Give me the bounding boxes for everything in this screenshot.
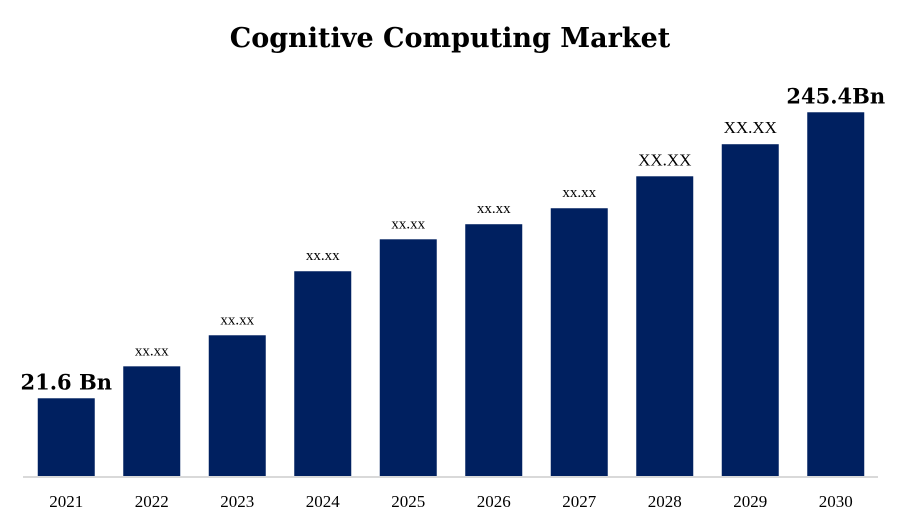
- x-tick-label: 2022: [135, 492, 169, 511]
- bar-2021: [37, 398, 95, 477]
- data-label: 21.6 Bn: [21, 369, 112, 394]
- bar-2025: [379, 239, 437, 477]
- bar-2022: [123, 366, 181, 477]
- bar-2026: [465, 224, 523, 477]
- data-label: xx.xx: [135, 343, 169, 359]
- data-label: xx.xx: [391, 216, 425, 232]
- data-label: xx.xx: [306, 248, 340, 264]
- x-tick-label: 2021: [49, 492, 83, 511]
- x-tick-label: 2023: [220, 492, 254, 511]
- bar-2029: [721, 144, 779, 478]
- bar-2028: [636, 176, 694, 477]
- x-tick-label: 2024: [306, 492, 341, 511]
- x-tick-label: 2026: [477, 492, 511, 511]
- bar-2027: [550, 208, 608, 477]
- bar-2023: [208, 335, 266, 477]
- data-label: xx.xx: [562, 185, 596, 201]
- x-tick-label: 2029: [733, 492, 767, 511]
- data-label: 245.4Bn: [786, 83, 885, 108]
- x-tick-label: 2025: [391, 492, 425, 511]
- chart-title: Cognitive Computing Market: [230, 23, 671, 54]
- bar-2024: [294, 271, 352, 477]
- x-tick-label: 2027: [562, 492, 597, 511]
- data-label: xx.xx: [220, 312, 254, 328]
- data-label: XX.XX: [724, 118, 777, 137]
- data-label: xx.xx: [477, 201, 511, 217]
- x-tick-label: 2030: [819, 492, 853, 511]
- data-label: XX.XX: [638, 150, 691, 169]
- x-tick-label: 2028: [648, 492, 682, 511]
- bar-2030: [807, 112, 865, 477]
